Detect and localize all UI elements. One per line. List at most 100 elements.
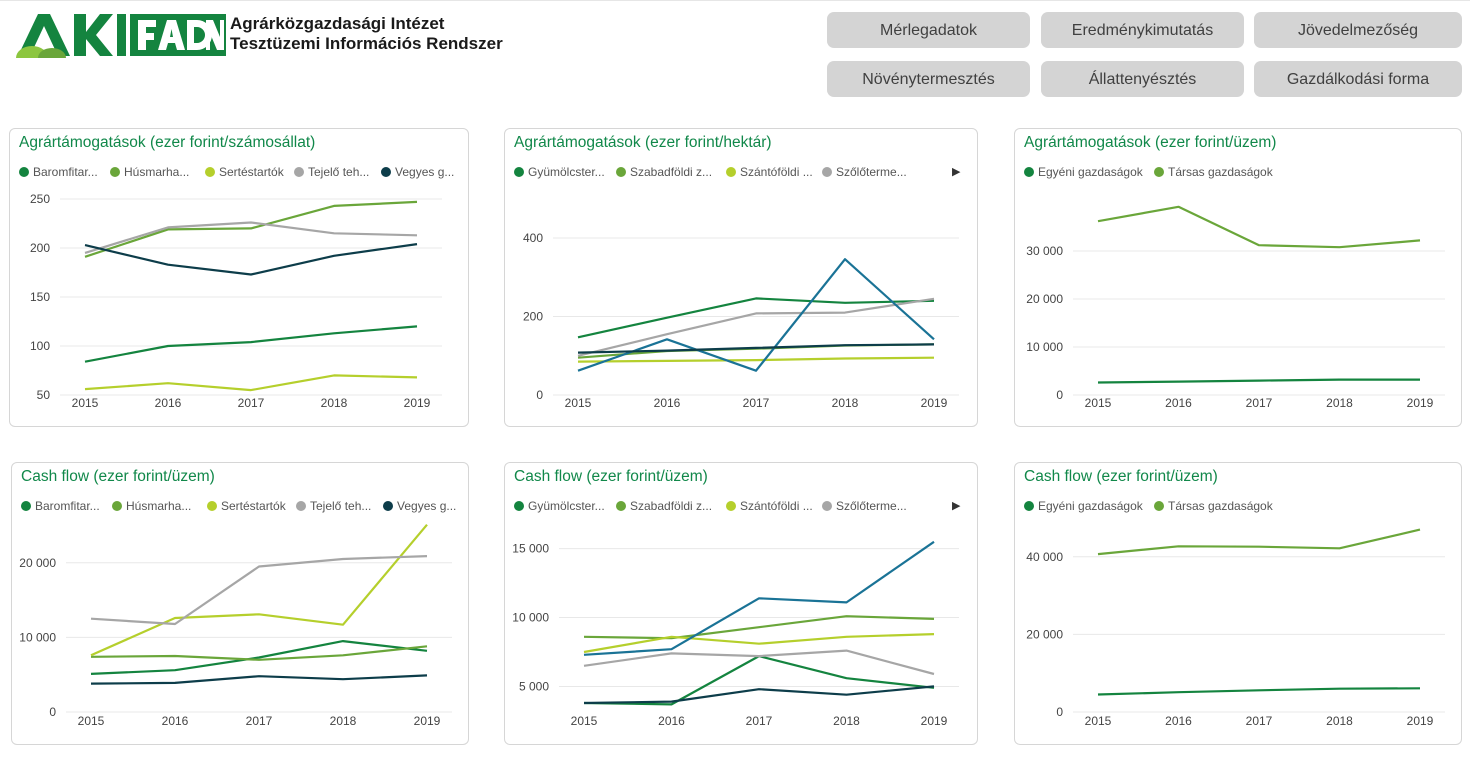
legend-item[interactable]: Szőlőterme... [822,499,907,513]
series-line[interactable] [90,555,428,626]
legend-label: Baromfitar... [33,165,98,179]
y-tick-label: 10 000 [19,630,56,644]
legend-next-arrow-icon[interactable]: ▶ [952,500,961,512]
nav-button-eredmenykimutatas[interactable]: Eredménykimutatás [1041,12,1244,48]
legend-item[interactable]: Vegyes g... [383,499,456,513]
legend-item[interactable]: Szántóföldi ... [726,165,813,179]
legend-marker-icon [296,501,306,511]
y-tick-label: 200 [523,310,543,324]
x-tick-label: 2016 [1165,714,1192,728]
x-tick-label: 2019 [414,714,441,728]
series-line[interactable] [577,297,935,357]
legend-label: Sertéstartók [219,165,284,179]
legend-item[interactable]: Baromfitar... [19,165,98,179]
y-tick-label: 50 [37,388,51,402]
legend-label: Társas gazdaságok [1168,165,1273,179]
x-tick-label: 2019 [921,714,948,728]
series-line[interactable] [583,540,935,656]
series-line[interactable] [84,221,418,254]
y-tick-label: 0 [49,705,56,719]
legend-label: Gyümölcster... [528,165,605,179]
x-tick-label: 2017 [238,396,265,410]
nav-button-allattenyesztes[interactable]: Állattenyésztés [1041,61,1244,97]
legend-item[interactable]: Társas gazdaságok [1154,499,1273,513]
legend-item[interactable]: Egyéni gazdaságok [1024,165,1143,179]
y-tick-label: 150 [30,290,50,304]
series-line[interactable] [84,200,418,258]
legend-item[interactable]: Tejelő teh... [294,165,369,179]
series-line[interactable] [90,674,428,685]
legend-item[interactable]: Baromfitar... [21,499,100,513]
legend-item[interactable]: Szabadföldi z... [616,165,712,179]
legend-marker-icon [19,167,29,177]
y-tick-label: 0 [536,388,543,402]
legend-item[interactable]: Húsmarha... [112,499,191,513]
x-tick-label: 2017 [246,714,273,728]
series-line[interactable] [90,640,428,675]
legend-marker-icon [383,501,393,511]
legend-label: Vegyes g... [397,499,457,513]
series-line[interactable] [577,343,935,354]
series-line[interactable] [577,258,935,372]
y-tick-label: 5 000 [519,679,549,693]
series-line[interactable] [84,374,418,392]
series-line[interactable] [84,243,418,276]
legend-label: Baromfitar... [35,499,100,513]
series-line[interactable] [1097,687,1421,696]
series-line[interactable] [577,297,935,339]
legend-item[interactable]: Húsmarha... [110,165,189,179]
nav-button-jovedelmezoseg[interactable]: Jövedelmezőség [1254,12,1462,48]
legend-marker-icon [514,167,524,177]
org-name-line2: Tesztüzemi Információs Rendszer [230,34,503,53]
series-line[interactable] [583,633,935,654]
y-tick-label: 250 [30,192,50,206]
chart-title: Cash flow (ezer forint/üzem) [21,468,215,485]
legend-item[interactable]: Tejelő teh... [296,499,371,513]
series-line[interactable] [583,649,935,676]
legend-label: Egyéni gazdaságok [1038,499,1143,513]
legend-item[interactable]: Szőlőterme... [822,165,907,179]
nav-button-novenytermesztes[interactable]: Növénytermesztés [827,61,1030,97]
y-tick-label: 10 000 [512,611,549,625]
legend-item[interactable]: Sertéstartók [205,165,284,179]
series-line[interactable] [1097,205,1421,249]
legend-label: Sertéstartók [221,499,286,513]
legend-marker-icon [1024,167,1034,177]
x-tick-label: 2016 [658,714,685,728]
legend-item[interactable]: Gyümölcster... [514,165,605,179]
y-tick-label: 400 [523,231,543,245]
legend-label: Szőlőterme... [836,165,907,179]
legend-marker-icon [616,501,626,511]
x-tick-label: 2016 [654,396,681,410]
x-tick-label: 2018 [330,714,357,728]
series-line[interactable] [577,356,935,363]
x-tick-label: 2017 [746,714,773,728]
legend-item[interactable]: Társas gazdaságok [1154,165,1273,179]
legend-marker-icon [1154,167,1164,177]
series-line[interactable] [90,523,428,657]
series-line[interactable] [1097,528,1421,556]
series-line[interactable] [1097,378,1420,384]
nav-button-gazdalkodasi-forma[interactable]: Gazdálkodási forma [1254,61,1462,97]
legend-next-arrow-icon[interactable]: ▶ [952,166,961,178]
legend-item[interactable]: Egyéni gazdaságok [1024,499,1143,513]
nav-button-merlegadatok[interactable]: Mérlegadatok [827,12,1030,48]
x-tick-label: 2018 [1326,714,1353,728]
series-line[interactable] [583,655,935,706]
legend-item[interactable]: Vegyes g... [381,165,454,179]
series-line[interactable] [84,325,418,363]
x-tick-label: 2018 [833,714,860,728]
series-line[interactable] [90,645,428,661]
legend-item[interactable]: Szántóföldi ... [726,499,813,513]
legend-marker-icon [616,167,626,177]
series-line[interactable] [583,615,935,640]
legend-item[interactable]: Sertéstartók [207,499,286,513]
y-tick-label: 40 000 [1026,550,1063,564]
legend-marker-icon [1024,501,1034,511]
legend-item[interactable]: Szabadföldi z... [616,499,712,513]
legend-marker-icon [726,501,736,511]
x-tick-label: 2018 [321,396,348,410]
series-line[interactable] [583,685,935,705]
legend-item[interactable]: Gyümölcster... [514,499,605,513]
y-tick-label: 30 000 [1026,244,1063,258]
